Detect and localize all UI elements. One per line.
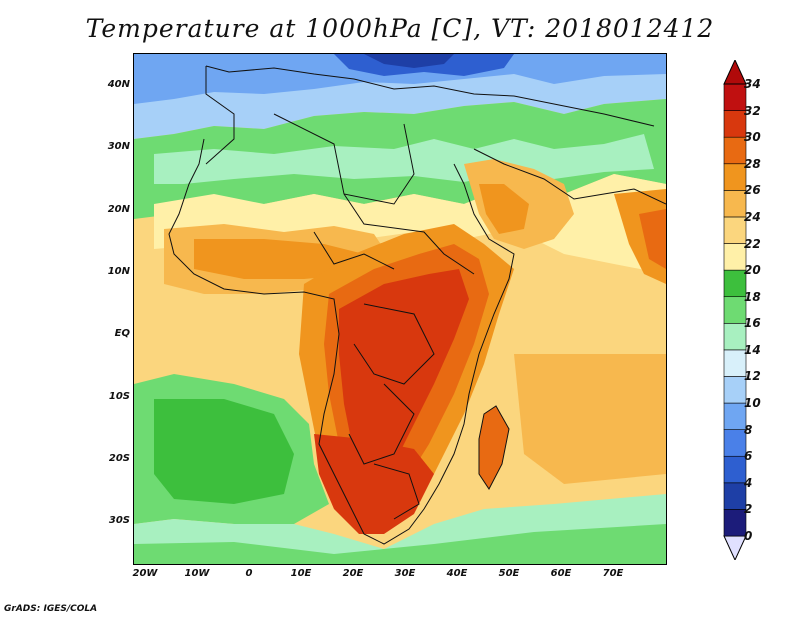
west-africa-hot bbox=[194, 239, 364, 279]
south-africa-hottest bbox=[314, 434, 434, 534]
lon-tick-20w: 20W bbox=[132, 568, 158, 579]
colorbar-segment bbox=[723, 83, 747, 111]
colorbar-level-label: 0 bbox=[744, 529, 753, 543]
lon-tick-20e: 20E bbox=[342, 568, 364, 579]
colorbar-segment bbox=[723, 243, 747, 271]
lon-tick-60e: 60E bbox=[550, 568, 572, 579]
colorbar-level-label: 14 bbox=[744, 342, 761, 357]
north-colder-zone bbox=[134, 54, 666, 104]
colorbar-level-label: 12 bbox=[744, 369, 761, 384]
lon-tick-0: 0 bbox=[245, 568, 253, 579]
colorbar-level-label: 26 bbox=[744, 183, 761, 198]
colorbar-segment bbox=[723, 429, 747, 457]
colorbar-segment bbox=[723, 216, 747, 244]
colorbar-segment bbox=[723, 402, 747, 430]
colorbar-top-cap bbox=[723, 60, 747, 85]
colorbar-bottom-cap bbox=[723, 535, 747, 560]
colorbar-segment bbox=[723, 269, 747, 298]
colorbar-segment bbox=[723, 482, 747, 510]
lon-tick-50e: 50E bbox=[498, 568, 520, 579]
colorbar-segment bbox=[723, 376, 747, 404]
colorbar-level-label: 20 bbox=[744, 263, 761, 278]
lon-tick-10e: 10E bbox=[290, 568, 312, 579]
colorbar-level-label: 8 bbox=[744, 422, 753, 437]
lat-tick-40n: 40N bbox=[107, 79, 130, 90]
colorbar-level-label: 22 bbox=[744, 236, 761, 251]
colorbar-segment bbox=[723, 163, 747, 191]
colorbar-level-label: 34 bbox=[744, 77, 761, 91]
madagascar bbox=[479, 406, 509, 489]
lon-tick-70e: 70E bbox=[602, 568, 624, 579]
colorbar-level-label: 10 bbox=[744, 396, 761, 411]
map-canvas bbox=[134, 54, 666, 564]
colorbar-segment bbox=[723, 136, 747, 165]
colorbar-level-label: 30 bbox=[744, 130, 761, 145]
colorbar-segment bbox=[723, 322, 747, 351]
coastlines bbox=[168, 65, 666, 545]
chart-title: Temperature at 1000hPa [C], VT: 20180124… bbox=[85, 14, 715, 43]
india-hotter bbox=[639, 209, 666, 269]
colorbar-segment bbox=[723, 455, 747, 484]
colorbar-segment bbox=[723, 296, 747, 324]
indian-ocean-band bbox=[514, 354, 666, 484]
footer-credit: GrADS: IGES/COLA bbox=[4, 604, 98, 614]
lat-tick-10s: 10S bbox=[108, 391, 130, 402]
lat-tick-30s: 30S bbox=[108, 515, 130, 526]
temperature-map bbox=[133, 53, 667, 565]
colorbar-segment bbox=[723, 509, 747, 537]
colorbar-level-label: 16 bbox=[744, 316, 761, 331]
colorbar bbox=[723, 60, 747, 560]
southern-ocean-band bbox=[134, 524, 666, 564]
colorbar-level-label: 24 bbox=[744, 209, 761, 224]
arabia-hot bbox=[479, 184, 529, 234]
lon-tick-10w: 10W bbox=[184, 568, 210, 579]
colorbar-level-label: 18 bbox=[744, 289, 761, 304]
balkans-cold bbox=[364, 54, 454, 68]
lat-tick-10n: 10N bbox=[107, 266, 130, 277]
colorbar-segment bbox=[723, 190, 747, 218]
colorbar-level-label: 4 bbox=[744, 475, 753, 490]
colorbar-segment bbox=[723, 110, 747, 138]
colorbar-segment bbox=[723, 349, 747, 377]
colorbar-level-label: 2 bbox=[744, 502, 753, 517]
lat-tick-20n: 20N bbox=[107, 204, 130, 215]
colorbar-level-label: 32 bbox=[744, 103, 761, 118]
lon-tick-30e: 30E bbox=[394, 568, 416, 579]
central-africa-hottest bbox=[339, 269, 469, 484]
lat-tick-eq: EQ bbox=[114, 328, 130, 339]
south-atlantic-cool bbox=[154, 399, 294, 504]
colorbar-level-label: 6 bbox=[744, 449, 753, 464]
lat-tick-20s: 20S bbox=[108, 453, 130, 464]
lon-tick-40e: 40E bbox=[446, 568, 468, 579]
colorbar-level-label: 28 bbox=[744, 156, 761, 171]
lat-tick-30n: 30N bbox=[107, 141, 130, 152]
